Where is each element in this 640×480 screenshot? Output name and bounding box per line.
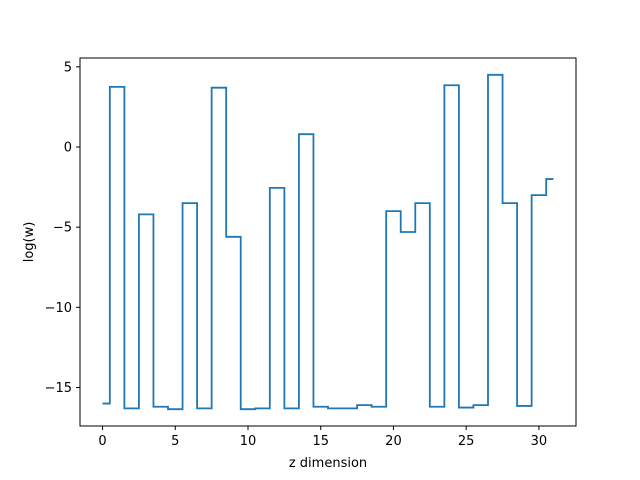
plot-frame xyxy=(79,57,577,427)
x-tick-label: 10 xyxy=(240,434,257,449)
x-tick-label: 5 xyxy=(171,434,179,449)
x-tick-label: 20 xyxy=(385,434,402,449)
y-tick-label: −5 xyxy=(53,221,72,236)
x-tick-label: 15 xyxy=(312,434,329,449)
y-tick-label: −10 xyxy=(45,301,72,316)
x-tick-label: 30 xyxy=(531,434,548,449)
x-axis-label: z dimension xyxy=(289,456,367,471)
series-line-0 xyxy=(102,73,554,411)
y-axis: 5 0 −5 −10 −15 xyxy=(45,60,80,396)
y-axis-label: log(w) xyxy=(22,222,37,263)
series-layer xyxy=(102,73,554,411)
y-tick-label: 0 xyxy=(64,140,72,155)
x-tick-label: 0 xyxy=(98,434,106,449)
y-tick-label: 5 xyxy=(64,60,72,75)
x-tick-label: 25 xyxy=(458,434,475,449)
y-tick-label: −15 xyxy=(45,381,72,396)
x-axis: 0 5 10 15 20 25 30 xyxy=(98,426,547,449)
